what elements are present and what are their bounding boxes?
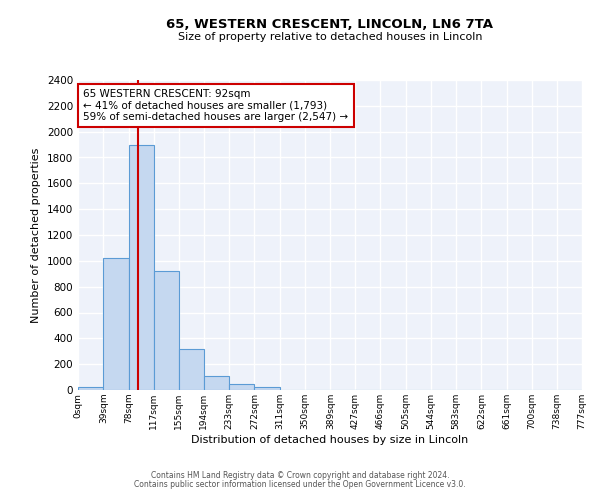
Text: Size of property relative to detached houses in Lincoln: Size of property relative to detached ho… bbox=[178, 32, 482, 42]
Text: 65 WESTERN CRESCENT: 92sqm
← 41% of detached houses are smaller (1,793)
59% of s: 65 WESTERN CRESCENT: 92sqm ← 41% of deta… bbox=[83, 89, 349, 122]
Bar bbox=[128, 144, 154, 390]
X-axis label: Distribution of detached houses by size in Lincoln: Distribution of detached houses by size … bbox=[191, 434, 469, 444]
Bar bbox=[179, 350, 204, 390]
Bar bbox=[103, 258, 128, 390]
Text: Contains HM Land Registry data © Crown copyright and database right 2024.: Contains HM Land Registry data © Crown c… bbox=[151, 471, 449, 480]
Text: Contains public sector information licensed under the Open Government Licence v3: Contains public sector information licen… bbox=[134, 480, 466, 489]
Bar bbox=[204, 376, 229, 390]
Bar bbox=[229, 384, 254, 390]
Bar bbox=[254, 388, 280, 390]
Y-axis label: Number of detached properties: Number of detached properties bbox=[31, 148, 41, 322]
Bar bbox=[154, 271, 179, 390]
Text: 65, WESTERN CRESCENT, LINCOLN, LN6 7TA: 65, WESTERN CRESCENT, LINCOLN, LN6 7TA bbox=[167, 18, 493, 30]
Bar bbox=[78, 388, 103, 390]
